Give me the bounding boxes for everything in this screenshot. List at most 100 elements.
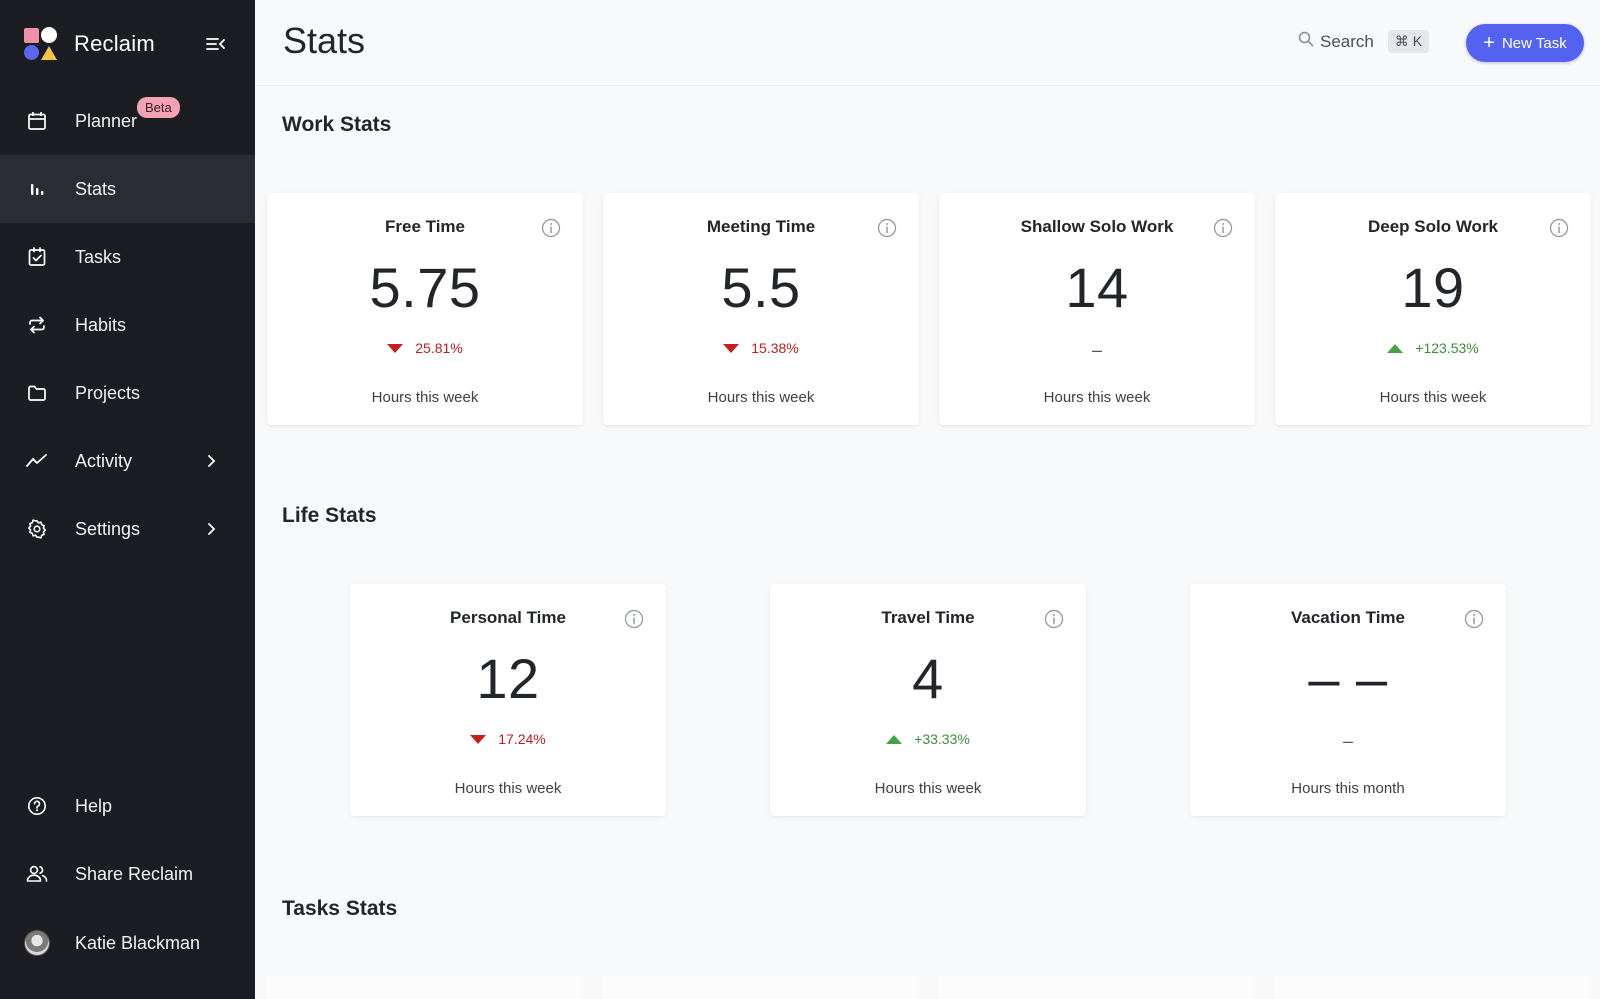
search-label: Search — [1320, 31, 1374, 51]
arrow-down-icon — [470, 734, 487, 744]
card-change: – — [1342, 731, 1353, 751]
reclaim-logo — [24, 26, 58, 62]
sidebar-item-label: Habits — [75, 314, 127, 335]
card-change: 15.38% — [603, 340, 919, 356]
card-footer: Hours this week — [707, 389, 815, 406]
section-title-work: Work Stats — [282, 113, 392, 136]
chevron-right-icon — [201, 451, 221, 471]
info-icon[interactable] — [877, 218, 897, 238]
calendar-icon — [26, 110, 48, 132]
sidebar-item-projects[interactable]: Projects — [0, 359, 255, 427]
arrow-down-icon — [387, 343, 404, 353]
arrow-up-icon — [886, 734, 903, 744]
info-icon[interactable] — [1213, 218, 1233, 238]
card-change: 25.81% — [267, 340, 583, 356]
card-value: 14 — [1065, 256, 1129, 319]
user-profile[interactable]: Katie Blackman — [24, 930, 200, 956]
users-icon — [26, 863, 48, 885]
sidebar-item-label: Help — [75, 795, 113, 816]
stat-card-placeholder — [1275, 976, 1591, 999]
search-shortcut: ⌘ K — [1387, 30, 1430, 53]
card-footer: Hours this week — [371, 389, 479, 406]
help-icon — [26, 795, 48, 817]
card-title: Vacation Time — [1290, 608, 1405, 627]
stat-card-placeholder — [267, 976, 583, 999]
trend-icon — [26, 450, 48, 472]
chevron-right-icon — [201, 519, 221, 539]
stat-card-vacation-time: Vacation Time – – – Hours this month — [1190, 584, 1506, 816]
new-task-label: New Task — [1501, 34, 1567, 52]
arrow-down-icon — [723, 343, 740, 353]
stat-card-personal-time: Personal Time 12 17.24% Hours this week — [350, 584, 666, 816]
sidebar-item-settings[interactable]: Settings — [0, 495, 255, 563]
card-change: – — [1091, 340, 1102, 360]
collapse-sidebar-icon[interactable] — [204, 32, 228, 56]
card-footer: Hours this week — [454, 780, 562, 797]
section-title-tasks: Tasks Stats — [282, 897, 398, 920]
sidebar-item-stats[interactable]: Stats — [0, 155, 255, 223]
stat-card-placeholder — [939, 976, 1255, 999]
section-title-life: Life Stats — [282, 504, 377, 527]
top-bar: Stats Search ⌘ K + New Task — [255, 0, 1600, 86]
stat-card-travel-time: Travel Time 4 +33.33% Hours this week — [770, 584, 1086, 816]
avatar — [24, 930, 50, 956]
card-title: Shallow Solo Work — [1020, 217, 1174, 236]
card-title: Deep Solo Work — [1367, 217, 1499, 236]
arrow-up-icon — [1387, 343, 1404, 353]
folder-icon — [26, 382, 48, 404]
sidebar-item-label: Share Reclaim — [75, 863, 194, 884]
sidebar-item-help[interactable]: Help — [0, 772, 255, 840]
info-icon[interactable] — [1549, 218, 1569, 238]
card-title: Travel Time — [881, 608, 975, 627]
sidebar-item-label: Planner — [75, 110, 138, 131]
card-change: +123.53% — [1275, 340, 1591, 356]
sidebar-item-planner[interactable]: Planner Beta — [0, 87, 255, 155]
info-icon[interactable] — [1464, 609, 1484, 629]
card-value: 12 — [476, 647, 540, 710]
stat-card-meeting-time: Meeting Time 5.5 15.38% Hours this week — [603, 193, 919, 425]
sidebar-item-label: Activity — [75, 450, 133, 471]
bar-chart-icon — [26, 178, 48, 200]
sidebar-item-tasks[interactable]: Tasks — [0, 223, 255, 291]
page-title: Stats — [283, 20, 366, 61]
card-footer: Hours this week — [1043, 389, 1151, 406]
card-value: – – — [1308, 647, 1388, 710]
sidebar-item-share[interactable]: Share Reclaim — [0, 840, 255, 908]
card-footer: Hours this week — [874, 780, 982, 797]
stat-card-free-time: Free Time 5.75 25.81% Hours this week — [267, 193, 583, 425]
card-title: Meeting Time — [706, 217, 816, 236]
brand-name: Reclaim — [74, 31, 155, 56]
checkbox-icon — [26, 246, 48, 268]
brand[interactable]: Reclaim — [24, 24, 234, 64]
card-title: Personal Time — [450, 608, 566, 627]
search-button[interactable]: Search ⌘ K — [1298, 30, 1430, 53]
user-name: Katie Blackman — [75, 932, 201, 953]
sidebar: Reclaim Planner Beta Stats Tasks Habits — [0, 0, 255, 999]
card-value: 5.5 — [721, 256, 801, 319]
info-icon[interactable] — [541, 218, 561, 238]
sidebar-item-habits[interactable]: Habits — [0, 291, 255, 359]
info-icon[interactable] — [624, 609, 644, 629]
card-footer: Hours this month — [1291, 780, 1405, 797]
repeat-icon — [26, 314, 48, 336]
card-change: +33.33% — [770, 731, 1086, 747]
card-footer: Hours this week — [1379, 389, 1487, 406]
info-icon[interactable] — [1044, 609, 1064, 629]
card-title: Free Time — [384, 217, 465, 236]
sidebar-item-label: Tasks — [75, 246, 122, 267]
sidebar-item-label: Settings — [75, 518, 141, 539]
sidebar-item-activity[interactable]: Activity — [0, 427, 255, 495]
new-task-button[interactable]: + New Task — [1466, 24, 1584, 62]
stat-card-shallow-solo-work: Shallow Solo Work 14 – Hours this week — [939, 193, 1255, 425]
gear-icon — [26, 518, 48, 540]
sidebar-item-label: Projects — [75, 382, 141, 403]
sidebar-item-label: Stats — [75, 178, 117, 199]
stat-card-deep-solo-work: Deep Solo Work 19 +123.53% Hours this we… — [1275, 193, 1591, 425]
card-value: 4 — [912, 647, 944, 710]
card-value: 19 — [1401, 256, 1465, 319]
card-change: 17.24% — [350, 731, 666, 747]
search-icon — [1298, 31, 1314, 52]
stat-card-placeholder — [603, 976, 919, 999]
card-value: 5.75 — [369, 256, 481, 319]
plus-icon: + — [1483, 32, 1495, 54]
